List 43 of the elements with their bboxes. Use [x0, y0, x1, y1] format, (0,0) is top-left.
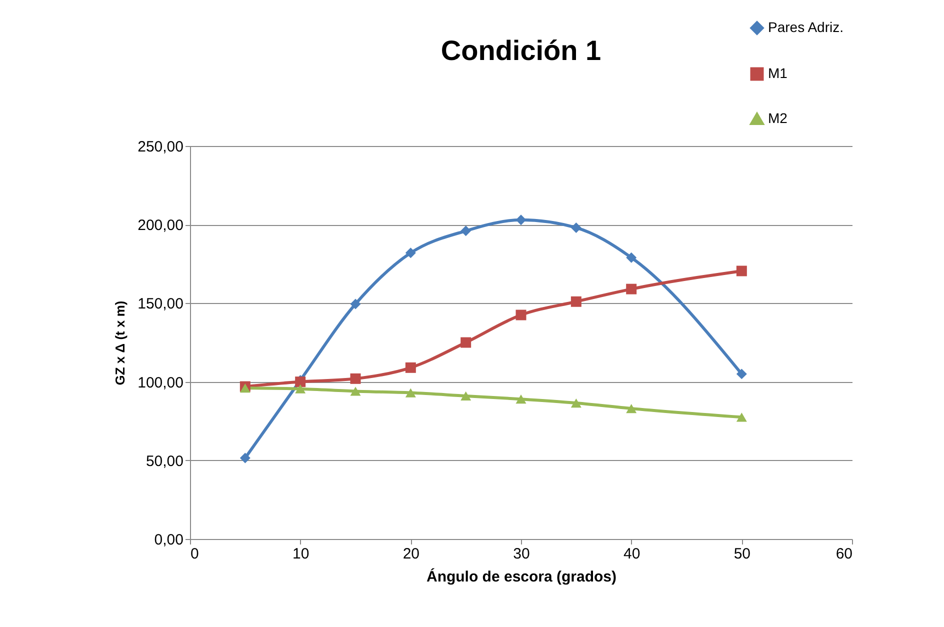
y-tick-label: 0,00	[154, 532, 184, 548]
x-tick-label: 60	[836, 546, 852, 562]
point	[626, 284, 637, 294]
point	[460, 391, 472, 400]
point	[350, 298, 361, 310]
legend-label: Pares Adriz.	[768, 19, 844, 35]
point	[240, 384, 250, 393]
y-tick-label: 200,00	[138, 217, 184, 234]
point	[405, 248, 416, 258]
point	[350, 373, 361, 384]
x-axis-title: Ángulo de escora (grados)	[426, 568, 617, 586]
point	[736, 368, 747, 380]
x-tick-label: 0	[190, 546, 199, 562]
chart-title: Condición 1	[440, 35, 602, 66]
y-tick-label: 100,00	[138, 374, 184, 392]
point	[516, 310, 526, 320]
point	[516, 394, 526, 404]
x-tick-label: 30	[513, 546, 530, 562]
point	[626, 252, 637, 263]
y-axis-title: GZ x Δ (t x m)	[112, 300, 128, 386]
point	[626, 404, 637, 414]
y-tick-label: 150,00	[138, 296, 184, 313]
x-tick-label: 50	[734, 546, 751, 562]
legend-label: M1	[768, 65, 788, 81]
x-tick-label: 20	[402, 546, 420, 562]
point	[570, 296, 582, 307]
point	[516, 214, 526, 226]
legend-label: M2	[768, 110, 788, 126]
point	[350, 386, 361, 396]
point	[736, 266, 747, 276]
point	[405, 362, 416, 373]
point	[295, 384, 306, 394]
x-tick-label: 40	[623, 546, 640, 562]
y-tick-label: 50,00	[146, 452, 184, 470]
point	[405, 388, 416, 398]
point	[736, 412, 747, 422]
point	[570, 398, 582, 408]
point	[240, 452, 250, 464]
y-tick-label: 250,00	[138, 138, 184, 156]
x-tick-label: 10	[292, 546, 310, 562]
point	[460, 337, 472, 348]
point	[460, 226, 472, 236]
point	[570, 222, 582, 233]
